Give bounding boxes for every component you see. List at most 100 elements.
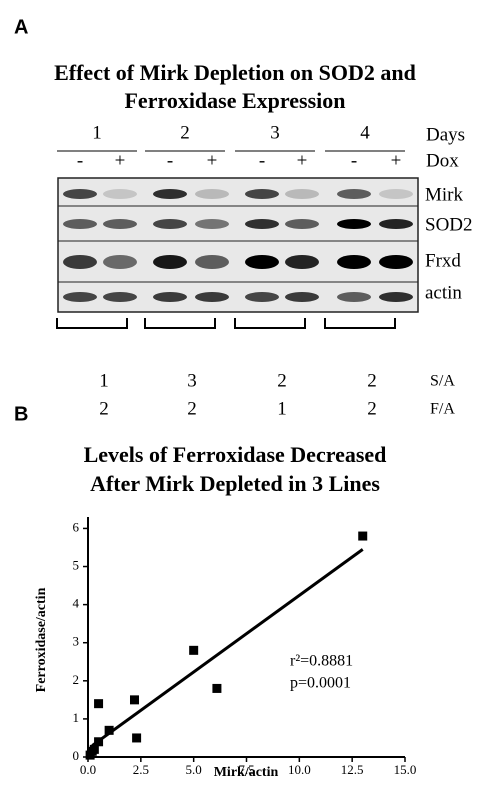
dox-sign: + [115, 150, 126, 171]
blot-band [153, 219, 187, 229]
blot-band [337, 292, 371, 302]
y-tick-label: 0 [73, 748, 80, 763]
blot-band [153, 189, 187, 199]
x-tick-label: 2.5 [133, 762, 149, 777]
x-tick-label: 15.0 [394, 762, 417, 777]
point [212, 683, 222, 693]
lane-bracket [144, 318, 216, 329]
blot-band [337, 219, 371, 229]
title: Effect of Mirk Depletion on SOD2 and [54, 60, 416, 85]
blot-band [195, 219, 229, 229]
fa-value: 2 [187, 398, 197, 419]
panel-label: B [14, 403, 28, 425]
panel-label: A [14, 16, 28, 38]
blot-band [245, 189, 279, 199]
blot-band [103, 292, 137, 302]
dox-sign: - [351, 150, 357, 171]
dox-sign: - [77, 150, 83, 171]
blot-band [245, 292, 279, 302]
point [89, 744, 99, 754]
lane-bracket [234, 318, 306, 329]
annotation: p=0.0001 [290, 675, 351, 692]
y-tick-label: 1 [73, 710, 80, 725]
point [94, 737, 104, 747]
dox-sign: - [259, 150, 265, 171]
blot-band [379, 292, 413, 302]
point [132, 733, 142, 743]
x-tick-label: 7.5 [238, 762, 254, 777]
trend-line [91, 548, 364, 747]
blot-band [379, 219, 413, 229]
blot-band [103, 189, 137, 199]
blot-band [153, 255, 187, 269]
y-tick-label: 3 [73, 634, 80, 649]
fa-label: F/A [430, 401, 455, 418]
title: Levels of Ferroxidase Decreased [84, 442, 387, 467]
x-tick-label: 12.5 [341, 762, 364, 777]
blot-band [63, 255, 97, 269]
blot-band [379, 189, 413, 199]
blot-band [245, 219, 279, 229]
sa-value: 2 [277, 370, 287, 391]
blot-band [285, 255, 319, 269]
blot-band [337, 255, 371, 269]
sa-value: 2 [367, 370, 377, 391]
sa-label: S/A [430, 373, 455, 390]
blot-band [153, 292, 187, 302]
blot-band [285, 189, 319, 199]
y-tick-label: 5 [73, 558, 80, 573]
blot [57, 177, 419, 313]
sa-value: 1 [99, 370, 109, 391]
y-tick-label: 4 [73, 596, 80, 611]
point [94, 699, 104, 709]
blot-band [63, 219, 97, 229]
point [129, 695, 139, 705]
annotation: r²=0.8881 [290, 653, 353, 670]
days-label: Days [426, 124, 465, 145]
blot-band [195, 292, 229, 302]
y-tick-label: 6 [73, 519, 80, 534]
blot-band [63, 292, 97, 302]
x-axis-label: Mirk/actin [214, 765, 279, 780]
point [189, 645, 199, 655]
sa-value: 3 [187, 370, 197, 391]
blot-band [63, 189, 97, 199]
y-axis-label: Ferroxidase/actin [34, 587, 49, 692]
blot-band [195, 255, 229, 269]
blot-band [337, 189, 371, 199]
blot-band [285, 292, 319, 302]
title: Ferroxidase Expression [124, 88, 345, 113]
blot-band [245, 255, 279, 269]
y-tick-label: 2 [73, 672, 80, 687]
fa-value: 2 [367, 398, 377, 419]
blot-band [103, 255, 137, 269]
blot-band [103, 219, 137, 229]
dox-sign: + [297, 150, 308, 171]
x-tick-label: 10.0 [288, 762, 311, 777]
dox-label: Dox [426, 150, 459, 171]
lane-bracket [324, 318, 396, 329]
blot-band [379, 255, 413, 269]
blot-band [195, 189, 229, 199]
row-label: Frxd [425, 250, 461, 271]
title: After Mirk Depleted in 3 Lines [90, 471, 380, 496]
day-label: 1 [92, 122, 102, 143]
x-tick-label: 5.0 [186, 762, 202, 777]
row-label: actin [425, 282, 462, 303]
x-tick-label: 0.0 [80, 762, 96, 777]
dox-sign: - [167, 150, 173, 171]
lane-bracket [56, 318, 128, 329]
day-label: 3 [270, 122, 280, 143]
dox-sign: + [207, 150, 218, 171]
fa-value: 2 [99, 398, 109, 419]
dox-sign: + [391, 150, 402, 171]
point [104, 725, 114, 735]
blot-band [285, 219, 319, 229]
day-label: 4 [360, 122, 370, 143]
fa-value: 1 [277, 398, 287, 419]
point [358, 531, 368, 541]
row-label: SOD2 [425, 214, 473, 235]
row-label: Mirk [425, 184, 464, 205]
day-label: 2 [180, 122, 190, 143]
